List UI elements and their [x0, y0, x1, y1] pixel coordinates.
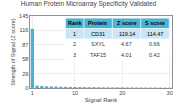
- svg-text:0.42: 0.42: [149, 52, 160, 58]
- svg-text:SXYL: SXYL: [91, 41, 105, 47]
- svg-text:29: 29: [22, 71, 28, 77]
- svg-text:4.01: 4.01: [121, 52, 132, 58]
- svg-text:TAF15: TAF15: [90, 52, 106, 58]
- svg-text:116: 116: [20, 27, 29, 33]
- svg-text:58: 58: [22, 56, 28, 62]
- svg-text:1: 1: [73, 31, 76, 37]
- svg-text:4.67: 4.67: [121, 41, 132, 47]
- svg-text:145: 145: [19, 13, 28, 19]
- svg-text:119.14: 119.14: [119, 31, 135, 37]
- svg-text:3: 3: [73, 52, 76, 58]
- svg-text:10: 10: [72, 90, 78, 96]
- svg-text:Strength of Signal (Z score): Strength of Signal (Z score): [10, 18, 16, 85]
- svg-text:Rank: Rank: [68, 20, 82, 26]
- svg-text:0.66: 0.66: [149, 41, 160, 47]
- svg-text:1: 1: [31, 90, 34, 96]
- svg-text:114.47: 114.47: [147, 31, 163, 37]
- svg-text:2: 2: [73, 41, 76, 47]
- svg-text:87: 87: [22, 42, 28, 48]
- svg-text:20: 20: [119, 90, 125, 96]
- svg-text:S score: S score: [145, 20, 165, 26]
- svg-text:Human Protein Microarray Speci: Human Protein Microarray Specificity Val…: [21, 0, 157, 8]
- svg-text:CD31: CD31: [91, 31, 105, 37]
- svg-text:30: 30: [167, 90, 173, 96]
- svg-text:Z score: Z score: [117, 20, 137, 26]
- svg-text:0: 0: [25, 85, 28, 91]
- svg-text:Protein: Protein: [88, 20, 108, 26]
- svg-text:Signal Rank: Signal Rank: [85, 97, 118, 103]
